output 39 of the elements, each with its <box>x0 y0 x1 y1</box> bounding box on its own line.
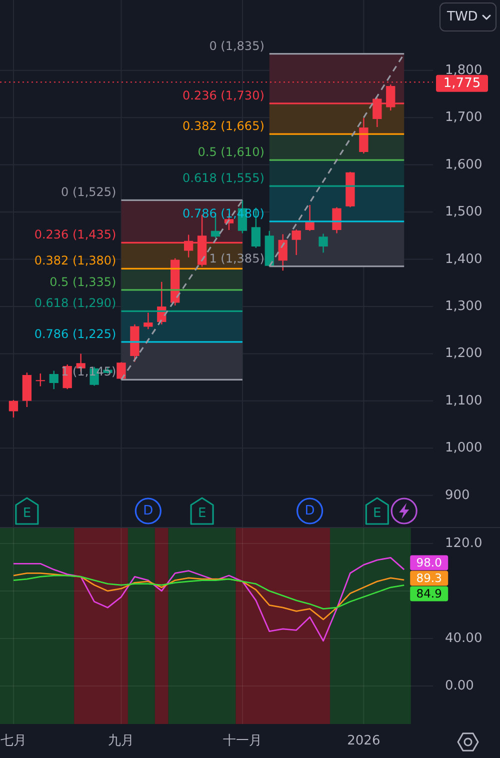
annotation: D <box>304 504 315 518</box>
annotation: E <box>22 506 32 521</box>
annotation: E <box>373 506 382 521</box>
y-tick-label: 1,100 <box>445 393 482 408</box>
data-label: 84.9 <box>416 586 442 601</box>
data-label: 89.3 <box>416 571 442 586</box>
x-tick-label: 九月 <box>108 734 134 748</box>
series-label: 0.618 (1,290) <box>34 296 116 310</box>
x-tick-label: 七月 <box>0 734 26 748</box>
series-label: 0 (1,835) <box>209 38 264 53</box>
series-label: 0.5 (1,335) <box>50 274 116 289</box>
annotation: D <box>143 504 154 518</box>
annotation: E <box>198 506 206 521</box>
y-tick-label: 1,700 <box>445 110 482 126</box>
y-tick-label: 1,400 <box>445 252 482 267</box>
y-axis-title: TWD <box>446 10 478 24</box>
series-label: 0.382 (1,380) <box>34 254 116 268</box>
ref-line-label: 1,775 <box>443 76 481 91</box>
series-label: 0.5 (1,610) <box>198 145 264 160</box>
y-tick-label: 1,600 <box>445 157 482 172</box>
y-tick-label: 1,500 <box>445 204 482 220</box>
y-tick-label: 1,800 <box>445 62 482 78</box>
series-label: 0.786 (1,225) <box>34 326 116 341</box>
y-tick-label: 900 <box>445 488 470 503</box>
series-label: 0 (1,525) <box>61 185 116 200</box>
series-label: 0.236 (1,435) <box>34 228 116 242</box>
y-tick-label: 1,200 <box>445 346 482 362</box>
data-label: 98.0 <box>416 556 442 570</box>
series-label: 0.382 (1,665) <box>182 119 264 134</box>
x-tick-label: 十一月 <box>222 734 262 748</box>
series-label: 0.236 (1,730) <box>182 88 264 102</box>
y-tick-label: 40.00 <box>445 630 482 646</box>
series-label: 1 (1,385) <box>209 251 264 266</box>
series-label: 0.618 (1,555) <box>182 171 264 186</box>
y-tick-label: 120.0 <box>445 536 482 551</box>
x-tick-label: 2026 <box>347 734 380 748</box>
y-tick-label: 1,300 <box>445 298 482 314</box>
y-tick-label: 0.00 <box>445 678 474 694</box>
y-tick-label: 1,000 <box>445 440 482 456</box>
